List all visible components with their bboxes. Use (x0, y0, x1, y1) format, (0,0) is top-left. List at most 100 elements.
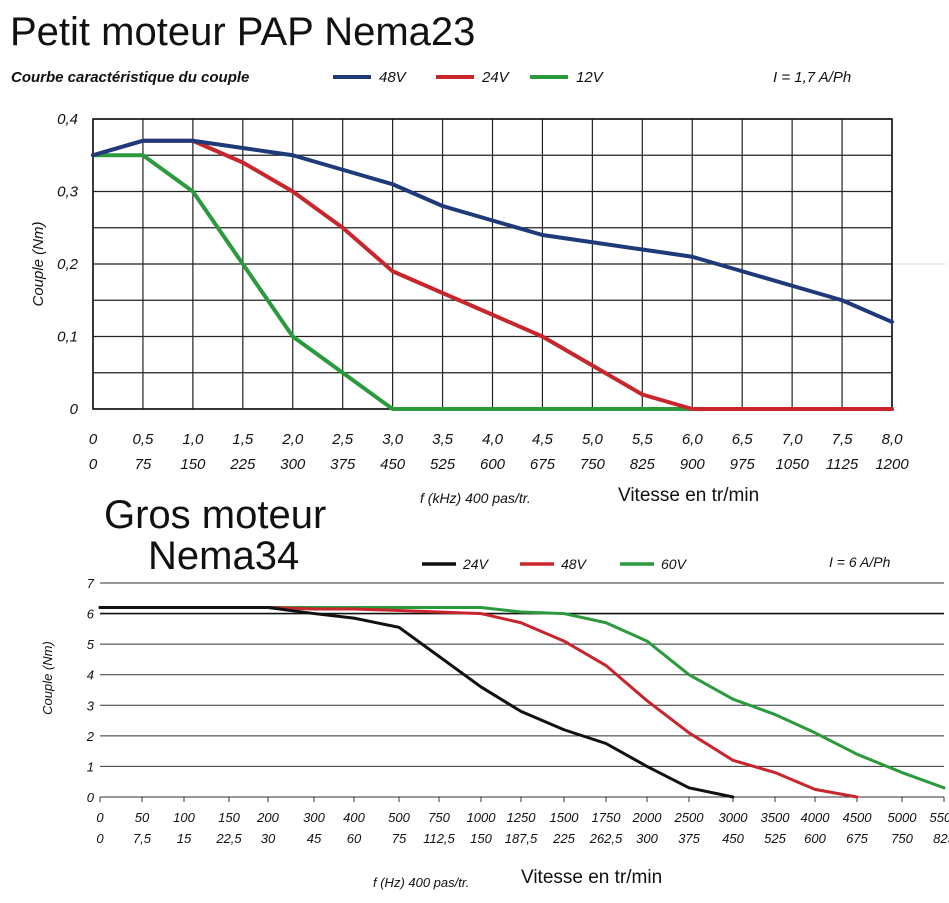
chart1-current-note: I = 1,7 A/Ph (773, 69, 851, 86)
chart2-xtick: 3000 (719, 810, 749, 825)
chart1-xtick-speed: 150 (180, 456, 206, 473)
chart1-xtick: 5,5 (632, 431, 654, 448)
chart1-xtick: 7,5 (832, 431, 854, 448)
chart1-xlabel-speed: Vitesse en tr/min (618, 485, 759, 506)
chart1-xtick-speed: 375 (330, 456, 356, 473)
chart1-xtick-speed: 975 (730, 456, 756, 473)
chart2-xtick: 2500 (674, 810, 705, 825)
chart2-xtick-speed: 525 (764, 831, 786, 846)
chart2-xtick-speed: 30 (261, 831, 276, 846)
chart1-xtick: 0,5 (133, 431, 155, 448)
chart1-ytick: 0,3 (57, 184, 79, 201)
chart2-series-24V (98, 605, 735, 799)
chart2-xtick-speed: 300 (636, 831, 658, 846)
chart1-xtick: 2,5 (331, 431, 354, 448)
chart1-xtick-speed: 0 (89, 456, 98, 473)
chart1-xtick-speed: 675 (530, 456, 556, 473)
chart1-series-24V (91, 138, 894, 411)
chart1-xtick: 5,0 (582, 431, 604, 448)
chart1-xtick: 1,0 (182, 431, 204, 448)
chart1-xtick-speed: 1050 (775, 456, 809, 473)
chart1-xtick: 6,0 (682, 431, 704, 448)
chart1-heading: Petit moteur PAP Nema23 (10, 10, 476, 54)
chart1-xtick: 3,5 (432, 431, 454, 448)
chart1-xtick-speed: 225 (229, 456, 256, 473)
chart1-xtick: 1,5 (232, 431, 254, 448)
chart1-xtick-speed: 300 (280, 456, 306, 473)
chart1-xtick-speed: 750 (580, 456, 606, 473)
chart1-xlabel: f (kHz) 400 pas/tr. (420, 490, 531, 506)
chart1-xtick: 0 (89, 431, 98, 448)
chart1-xtick-speed: 450 (380, 456, 406, 473)
chart1-xtick: 8,0 (882, 431, 904, 448)
chart1-xtick: 4,5 (532, 431, 554, 448)
chart2-ylabel: Couple (Nm) (40, 641, 55, 715)
chart2-xtick-speed: 22,5 (215, 831, 242, 846)
chart2-xlabel-speed: Vitesse en tr/min (521, 867, 662, 888)
chart2-xtick-speed: 75 (392, 831, 407, 846)
chart2-xtick: 200 (256, 810, 279, 825)
chart2-xtick-speed: 15 (177, 831, 192, 846)
chart1-legend-label-48V: 48V (379, 69, 408, 86)
chart2-xtick: 5000 (888, 810, 918, 825)
chart2-xtick-speed: 112,5 (423, 831, 455, 846)
chart2-xtick: 400 (343, 810, 365, 825)
chart2-ytick: 1 (87, 759, 94, 774)
chart1-xtick-speed: 525 (430, 456, 456, 473)
chart2-xtick-speed: 262,5 (589, 831, 623, 846)
chart2-xtick: 100 (173, 810, 195, 825)
chart2-xtick: 4500 (843, 810, 873, 825)
chart1-xtick-speed: 900 (680, 456, 706, 473)
chart2-xtick: 300 (303, 810, 325, 825)
chart1-xtick: 3,0 (382, 431, 404, 448)
chart1-ytick: 0,2 (57, 256, 79, 273)
chart2-xtick-speed: 0 (96, 831, 104, 846)
chart2-xtick: 2000 (632, 810, 663, 825)
chart1-xtick: 6,5 (732, 431, 754, 448)
chart2-current-note: I = 6 A/Ph (829, 554, 891, 570)
chart2-xtick: 1000 (467, 810, 497, 825)
chart1-ytick: 0,4 (57, 111, 78, 128)
chart2-ytick: 2 (86, 729, 95, 744)
chart2-xtick-speed: 375 (678, 831, 700, 846)
chart2-xtick-speed: 60 (347, 831, 362, 846)
chart2-xtick-speed: 187,5 (505, 831, 538, 846)
chart1-series-48V (91, 138, 894, 324)
chart1-series-12V (91, 153, 894, 411)
chart1-xtick-speed: 1200 (875, 456, 909, 473)
chart2-xtick-speed: 225 (552, 831, 575, 846)
chart2-ytick: 6 (87, 607, 95, 622)
chart1-ytick: 0,1 (57, 329, 78, 346)
chart1-xtick: 4,0 (482, 431, 504, 448)
chart1-title: Courbe caractéristique du couple (11, 69, 249, 86)
chart2-xtick-speed: 825 (933, 831, 949, 846)
chart1-xtick-speed: 825 (630, 456, 656, 473)
chart2-xtick-speed: 7,5 (133, 831, 152, 846)
chart2-xtick-speed: 600 (804, 831, 826, 846)
chart1-xtick: 7,0 (782, 431, 804, 448)
chart2-xtick-speed: 45 (307, 831, 322, 846)
chart2-xtick: 150 (218, 810, 240, 825)
chart1-xtick-speed: 75 (135, 456, 152, 473)
chart2-xtick: 3500 (761, 810, 791, 825)
chart1-xtick-speed: 1125 (826, 456, 859, 473)
chart1-ylabel: Couple (Nm) (30, 221, 47, 306)
chart1-legend-label-24V: 24V (481, 69, 511, 86)
chart1-legend-label-12V: 12V (576, 69, 605, 86)
chart2-legend-label-24V: 24V (462, 556, 490, 572)
chart2-xtick: 0 (96, 810, 104, 825)
chart2-heading-line2: Nema34 (148, 534, 300, 578)
chart2-xtick-speed: 675 (846, 831, 868, 846)
chart2-xtick: 750 (428, 810, 450, 825)
chart2-series-60V (98, 605, 946, 790)
chart2-xlabel: f (Hz) 400 pas/tr. (373, 875, 469, 890)
chart2-xtick: 50 (135, 810, 150, 825)
chart2-xtick-speed: 150 (470, 831, 492, 846)
chart2-legend-label-60V: 60V (661, 556, 688, 572)
chart2-xtick: 1250 (507, 810, 537, 825)
chart2-ytick: 0 (87, 790, 95, 805)
chart1-ytick: 0 (70, 401, 79, 418)
chart2-xtick: 1750 (592, 810, 622, 825)
